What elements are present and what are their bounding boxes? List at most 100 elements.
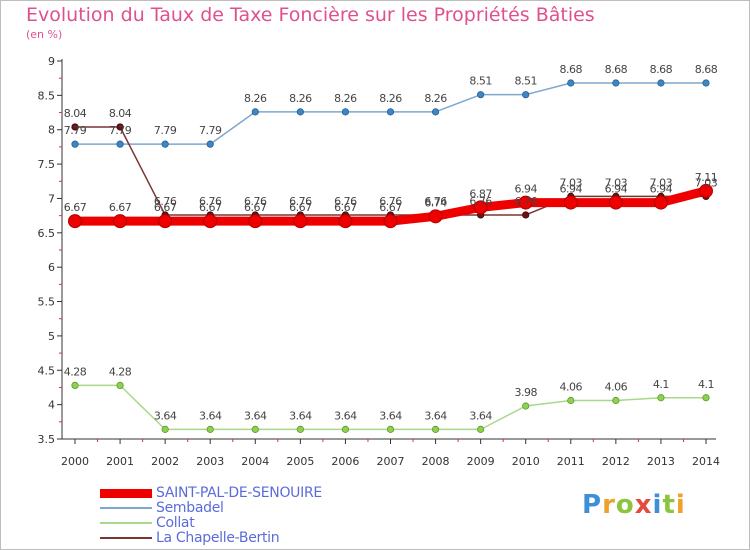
legend-label-collat: Collat (156, 515, 195, 531)
data-point-saint-pal (158, 214, 173, 229)
data-label-la-chapelle-bertin: 7.03 (650, 176, 673, 189)
data-label-collat: 3.64 (289, 409, 312, 422)
data-label-collat: 4.28 (64, 365, 87, 378)
x-tick-label: 2000 (61, 455, 89, 468)
data-label-sembadel: 8.68 (650, 63, 673, 76)
data-label-collat: 4.06 (605, 381, 628, 394)
y-tick-label: 4.5 (38, 364, 56, 377)
x-tick-label: 2014 (692, 455, 720, 468)
data-point-sembadel (477, 91, 485, 99)
data-point-collat (477, 425, 485, 433)
data-label-la-chapelle-bertin: 6.76 (244, 195, 267, 208)
data-point-collat (116, 381, 124, 389)
legend-label-la-chapelle-bertin: La Chapelle-Bertin (156, 530, 280, 546)
data-point-sembadel (567, 79, 575, 87)
proxiti-logo: Proxiti (582, 490, 686, 520)
data-label-saint-pal: 6.67 (379, 201, 402, 214)
legend-swatch-collat (100, 522, 152, 524)
data-label-sembadel: 7.79 (109, 124, 132, 137)
y-tick-label: 8 (48, 124, 55, 137)
data-label-saint-pal: 6.94 (650, 183, 673, 196)
data-point-sembadel (296, 108, 304, 116)
data-label-saint-pal: 6.67 (199, 201, 222, 214)
data-label-collat: 4.1 (698, 378, 714, 391)
data-label-saint-pal: 6.67 (289, 201, 312, 214)
data-label-saint-pal: 6.94 (560, 183, 583, 196)
y-tick-label: 7.5 (38, 158, 56, 171)
data-point-saint-pal (653, 195, 668, 210)
data-point-saint-pal (428, 209, 443, 224)
data-point-collat (702, 394, 710, 402)
data-point-saint-pal (248, 214, 263, 229)
data-label-la-chapelle-bertin: 6.76 (334, 195, 357, 208)
data-label-sembadel: 8.51 (514, 75, 537, 88)
y-tick-label: 8.5 (38, 89, 56, 102)
data-label-collat: 3.64 (199, 409, 222, 422)
data-label-la-chapelle-bertin: 6.76 (424, 195, 447, 208)
data-point-sembadel (116, 140, 124, 148)
data-label-la-chapelle-bertin: 7.03 (605, 176, 628, 189)
chart-subtitle: (en %) (26, 28, 63, 41)
data-point-saint-pal (203, 214, 218, 229)
data-point-la-chapelle-bertin (71, 123, 79, 131)
x-tick-label: 2004 (241, 455, 269, 468)
data-label-saint-pal: 6.67 (244, 201, 267, 214)
data-label-saint-pal: 6.94 (605, 183, 628, 196)
data-point-sembadel (251, 108, 259, 116)
legend-item-la-chapelle-bertin: La Chapelle-Bertin (100, 530, 280, 546)
legend-item-sembadel: Sembadel (100, 500, 224, 516)
x-tick-label: 2008 (422, 455, 450, 468)
x-tick-label: 2012 (602, 455, 630, 468)
x-tick-label: 2011 (557, 455, 585, 468)
legend-label-saint-pal: SAINT-PAL-DE-SENOUIRE (156, 485, 322, 501)
x-tick-label: 2007 (377, 455, 405, 468)
data-label-saint-pal: 6.74 (424, 196, 447, 209)
x-tick-label: 2006 (331, 455, 359, 468)
data-label-saint-pal: 6.67 (64, 201, 87, 214)
data-label-collat: 3.98 (514, 386, 537, 399)
data-point-la-chapelle-bertin (116, 123, 124, 131)
data-point-collat (657, 394, 665, 402)
data-point-sembadel (431, 108, 440, 116)
x-tick-label: 2013 (647, 455, 675, 468)
chart-title: Evolution du Taux de Taxe Foncière sur l… (26, 4, 595, 26)
data-point-sembadel (71, 140, 79, 148)
data-label-la-chapelle-bertin: 6.76 (199, 195, 222, 208)
data-label-sembadel: 8.68 (605, 63, 628, 76)
data-label-la-chapelle-bertin: 8.04 (109, 107, 132, 120)
data-label-collat: 3.64 (244, 409, 267, 422)
data-point-sembadel (702, 79, 710, 87)
data-label-sembadel: 8.68 (560, 63, 583, 76)
x-tick-label: 2005 (286, 455, 314, 468)
data-label-sembadel: 7.79 (199, 124, 222, 137)
data-point-saint-pal (699, 183, 713, 198)
data-point-saint-pal (563, 195, 578, 210)
legend-swatch-saint-pal (100, 488, 152, 498)
legend-swatch-sembadel (100, 507, 152, 509)
data-label-sembadel: 8.26 (289, 92, 312, 105)
y-tick-label: 6 (48, 261, 55, 274)
data-label-sembadel: 8.26 (424, 92, 447, 105)
data-label-sembadel: 8.26 (334, 92, 357, 105)
data-point-sembadel (386, 108, 395, 116)
x-tick-label: 2009 (467, 455, 495, 468)
data-point-collat (251, 425, 259, 433)
y-tick-label: 3.5 (38, 433, 56, 446)
data-label-sembadel: 8.26 (379, 92, 402, 105)
data-point-sembadel (522, 91, 530, 99)
data-label-collat: 3.64 (334, 409, 357, 422)
data-label-la-chapelle-bertin: 8.04 (64, 107, 87, 120)
data-label-la-chapelle-bertin: 6.76 (289, 195, 312, 208)
data-point-collat (296, 425, 304, 433)
data-point-sembadel (612, 79, 620, 87)
y-tick-label: 5.5 (38, 296, 56, 309)
x-tick-label: 2010 (512, 455, 540, 468)
data-label-la-chapelle-bertin: 6.76 (154, 195, 177, 208)
data-point-collat (522, 402, 530, 410)
data-label-la-chapelle-bertin: 6.76 (514, 195, 537, 208)
data-label-collat: 4.1 (653, 378, 669, 391)
data-label-collat: 3.64 (469, 409, 492, 422)
data-point-saint-pal (113, 214, 128, 229)
data-point-sembadel (206, 140, 214, 148)
